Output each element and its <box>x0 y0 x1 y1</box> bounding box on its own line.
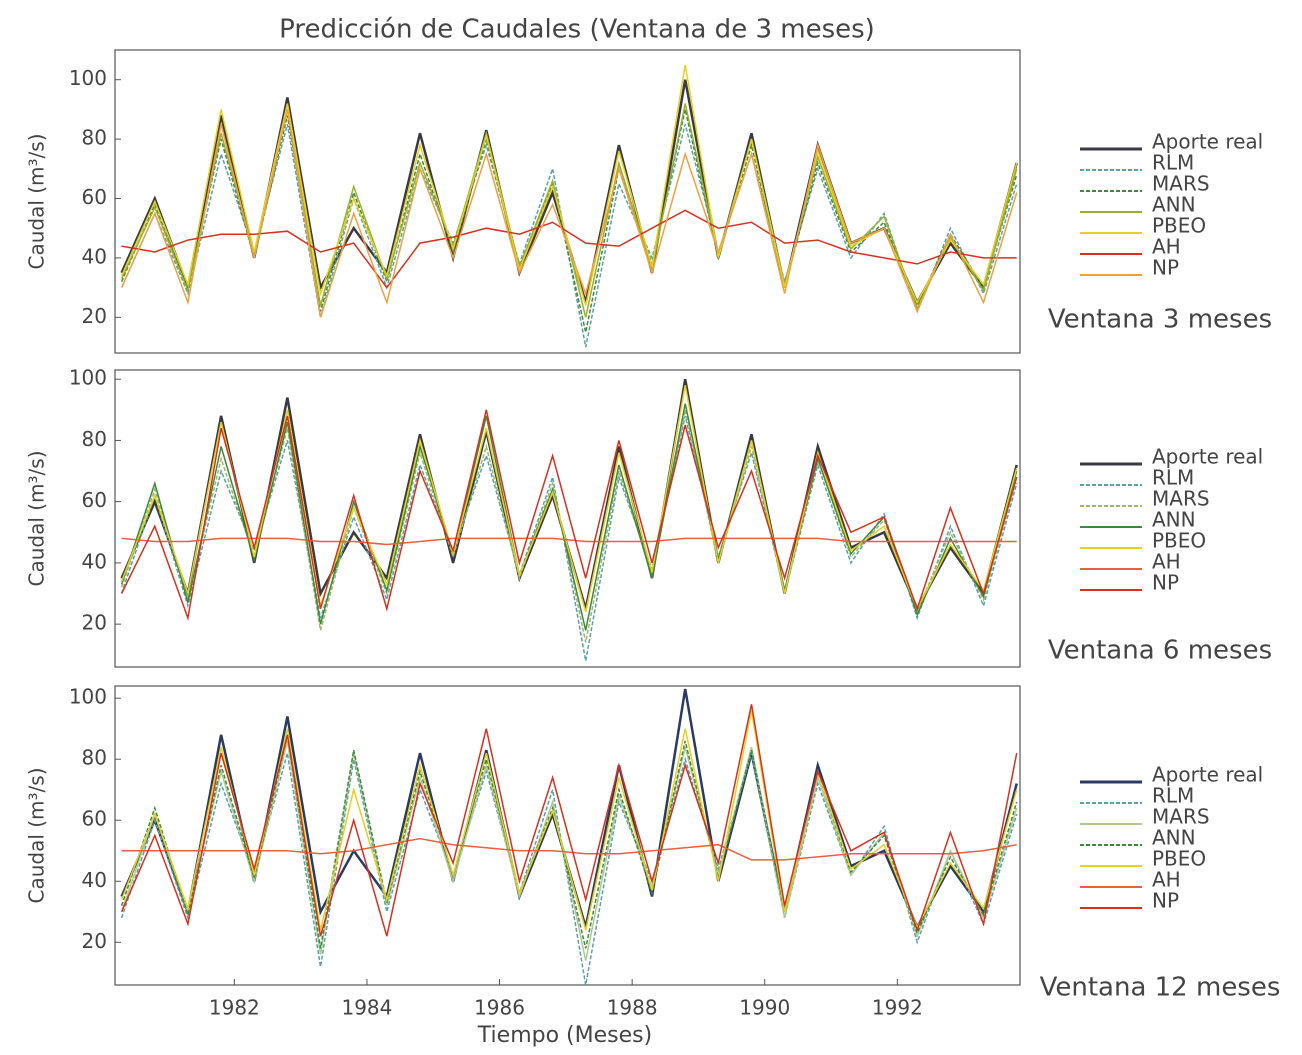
legend-label: PBEO <box>1152 847 1206 871</box>
legend-label: PBEO <box>1152 214 1206 238</box>
plot-frame <box>114 49 1021 354</box>
y-tick-label: 20 <box>82 929 107 953</box>
series-line <box>120 403 1018 631</box>
y-tick-label: 60 <box>82 488 107 512</box>
y-tick-label: 60 <box>82 807 107 831</box>
legend-label: MARS <box>1152 172 1210 196</box>
y-tick-label: 60 <box>82 185 107 209</box>
series-line <box>120 704 1018 937</box>
legend-label: MARS <box>1152 805 1210 829</box>
panel-label: Ventana 3 meses <box>1048 305 1272 335</box>
legend-label: NP <box>1152 889 1179 913</box>
y-tick-label: 100 <box>69 685 107 709</box>
legend-label: ANN <box>1152 193 1196 217</box>
legend-label: RLM <box>1152 151 1194 175</box>
y-tick-label: 40 <box>82 868 107 892</box>
y-tick-label: 20 <box>82 304 107 328</box>
plot-frame <box>114 369 1021 668</box>
legend-label: RLM <box>1152 784 1194 808</box>
series-line <box>121 209 1017 289</box>
y-tick-label: 100 <box>69 66 107 90</box>
chart-title: Predicción de Caudales (Ventana de 3 mes… <box>279 15 875 45</box>
series-line <box>120 124 1018 348</box>
y-tick-label: 40 <box>82 244 107 268</box>
legend-label: NP <box>1152 571 1179 595</box>
x-axis-label: Tiempo (Meses) <box>477 1023 652 1048</box>
series-line <box>121 837 1017 861</box>
legend-label: RLM <box>1152 466 1194 490</box>
y-axis-label: Caudal (m³/s) <box>25 767 49 903</box>
x-tick-label: 1992 <box>872 996 923 1020</box>
y-tick-label: 40 <box>82 549 107 573</box>
x-tick-label: 1982 <box>209 996 260 1020</box>
legend-label: PBEO <box>1152 529 1206 553</box>
series-line <box>120 710 1018 931</box>
legend-label: AH <box>1152 235 1181 259</box>
series-line <box>120 734 1018 949</box>
panel-label: Ventana 12 meses <box>1040 973 1281 1003</box>
x-tick-label: 1986 <box>474 996 525 1020</box>
y-tick-label: 80 <box>82 746 107 770</box>
series-line <box>120 378 1018 612</box>
y-tick-label: 20 <box>82 611 107 635</box>
legend-label: Aporte real <box>1152 130 1263 154</box>
x-tick-label: 1984 <box>341 996 392 1020</box>
y-tick-label: 100 <box>69 366 107 390</box>
series-line <box>120 109 1018 318</box>
legend-label: ANN <box>1152 508 1196 532</box>
series-line <box>121 537 1017 546</box>
x-tick-label: 1990 <box>739 996 790 1020</box>
plot-frame <box>114 685 1021 986</box>
x-tick-label: 1988 <box>607 996 658 1020</box>
series-line <box>120 385 1018 613</box>
series-line <box>120 64 1018 306</box>
legend-label: Aporte real <box>1152 445 1263 469</box>
series-line <box>120 409 1018 621</box>
legend-label: ANN <box>1152 826 1196 850</box>
legend-label: Aporte real <box>1152 763 1263 787</box>
series-line <box>120 688 1018 930</box>
series-line <box>120 79 1018 306</box>
legend-label: NP <box>1152 256 1179 280</box>
y-axis-label: Caudal (m³/s) <box>25 133 49 269</box>
panel-label: Ventana 6 meses <box>1048 636 1272 666</box>
y-tick-label: 80 <box>82 427 107 451</box>
series-line <box>120 103 1018 318</box>
y-axis-label: Caudal (m³/s) <box>25 450 49 586</box>
legend-label: AH <box>1152 550 1181 574</box>
series-line <box>120 409 1018 643</box>
legend-label: AH <box>1152 868 1181 892</box>
series-line <box>120 109 1018 333</box>
y-tick-label: 80 <box>82 126 107 150</box>
legend-label: MARS <box>1152 487 1210 511</box>
